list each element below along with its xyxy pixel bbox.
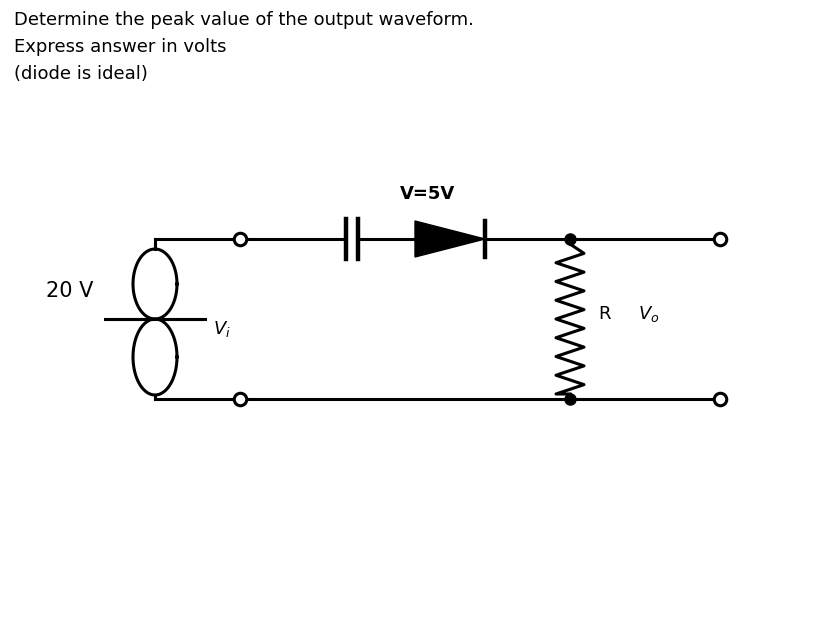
Text: 20 V: 20 V — [45, 281, 93, 301]
Text: $V_o$: $V_o$ — [638, 304, 658, 324]
Text: Express answer in volts: Express answer in volts — [14, 38, 227, 56]
Text: R: R — [597, 305, 609, 323]
Text: V=5V: V=5V — [399, 185, 455, 203]
Polygon shape — [414, 221, 485, 257]
Text: $V_i$: $V_i$ — [213, 319, 231, 339]
Text: (diode is ideal): (diode is ideal) — [14, 65, 148, 83]
Text: Determine the peak value of the output waveform.: Determine the peak value of the output w… — [14, 11, 473, 29]
